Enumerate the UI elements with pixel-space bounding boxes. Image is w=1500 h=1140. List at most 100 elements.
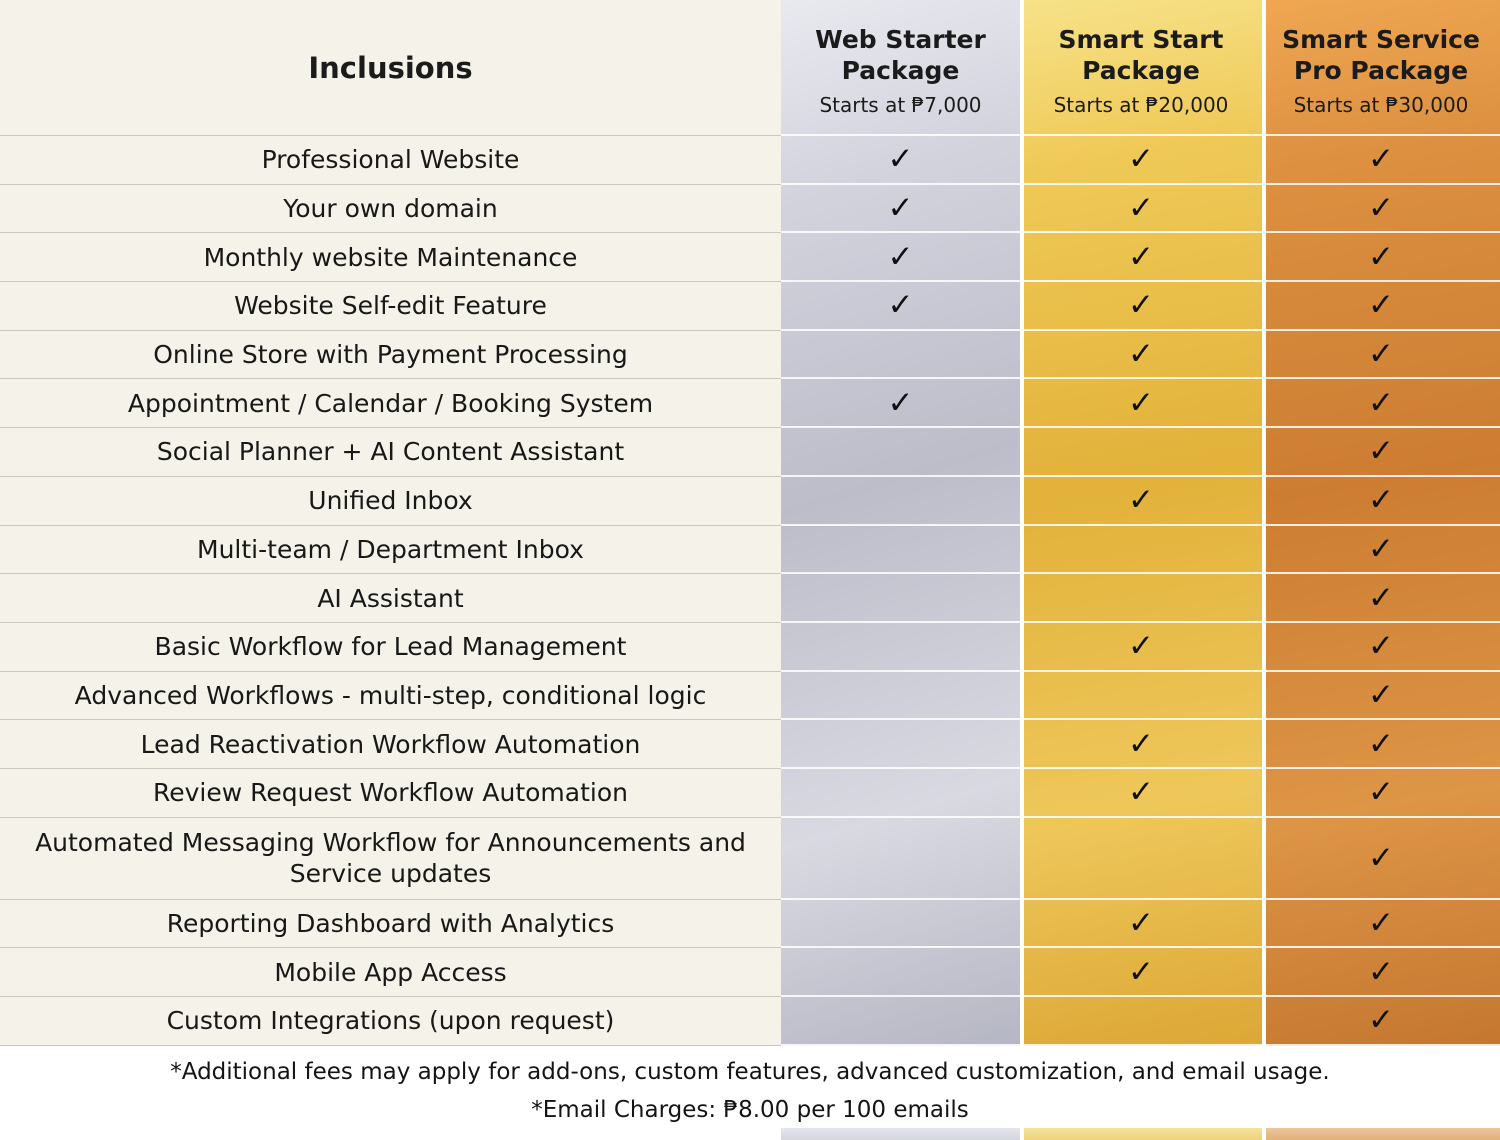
pricing-table: Inclusions Web Starter Package Starts at…	[0, 0, 1500, 1046]
table-row: Social Planner + AI Content Assistant ✓	[0, 428, 1500, 477]
check-cell	[781, 574, 1020, 623]
table-row: Lead Reactivation Workflow Automation ✓ …	[0, 720, 1500, 769]
table-header-row: Inclusions Web Starter Package Starts at…	[0, 0, 1500, 136]
bronze-column-background	[1266, 0, 1500, 1046]
check-cell	[781, 623, 1020, 672]
gold-column-background	[1024, 0, 1262, 1046]
silver-column-background	[781, 0, 1020, 1046]
check-cell: ✓	[1262, 900, 1500, 949]
check-cell	[781, 477, 1020, 526]
check-cell: ✓	[1020, 769, 1262, 818]
check-cell	[781, 720, 1020, 769]
check-cell: ✓	[1262, 331, 1500, 380]
check-cell: ✓	[1262, 720, 1500, 769]
package-name: Smart Start Package	[1058, 25, 1224, 85]
table-row: Basic Workflow for Lead Management ✓ ✓	[0, 622, 1500, 672]
check-cell	[1020, 818, 1262, 900]
table-row: Website Self-edit Feature ✓ ✓ ✓	[0, 282, 1500, 331]
check-cell: ✓	[781, 136, 1020, 185]
table-continuation-strip-bronze	[1266, 1128, 1500, 1140]
table-row: Advanced Workflows - multi-step, conditi…	[0, 671, 1500, 721]
feature-label: Review Request Workflow Automation	[0, 768, 781, 818]
feature-label: Multi-team / Department Inbox	[0, 525, 781, 575]
table-row: Automated Messaging Workflow for Announc…	[0, 817, 1500, 900]
feature-label: Appointment / Calendar / Booking System	[0, 379, 781, 429]
check-cell: ✓	[1262, 233, 1500, 283]
check-cell: ✓	[1262, 526, 1500, 575]
table-row: Review Request Workflow Automation ✓ ✓	[0, 768, 1500, 818]
check-cell	[1020, 672, 1262, 721]
feature-label: Lead Reactivation Workflow Automation	[0, 720, 781, 769]
check-cell: ✓	[1262, 672, 1500, 721]
feature-label: Custom Integrations (upon request)	[0, 996, 781, 1046]
check-cell: ✓	[1020, 948, 1262, 997]
check-cell: ✓	[1262, 818, 1500, 900]
table-row: Unified Inbox ✓ ✓	[0, 476, 1500, 526]
check-cell: ✓	[781, 233, 1020, 283]
feature-label: Unified Inbox	[0, 476, 781, 526]
check-cell	[1020, 526, 1262, 575]
check-cell: ✓	[1020, 282, 1262, 331]
package-header-smart-service-pro: Smart Service Pro Package Starts at ₱30,…	[1262, 0, 1500, 136]
feature-label: Monthly website Maintenance	[0, 233, 781, 283]
check-cell: ✓	[1262, 379, 1500, 429]
check-cell	[781, 900, 1020, 949]
feature-label: Reporting Dashboard with Analytics	[0, 899, 781, 949]
package-header-smart-start: Smart Start Package Starts at ₱20,000	[1020, 0, 1262, 136]
check-cell: ✓	[1020, 477, 1262, 526]
table-row: Reporting Dashboard with Analytics ✓ ✓	[0, 899, 1500, 949]
feature-label: Professional Website	[0, 136, 781, 185]
table-row: Your own domain ✓ ✓ ✓	[0, 184, 1500, 234]
feature-label: Social Planner + AI Content Assistant	[0, 428, 781, 477]
check-cell: ✓	[781, 185, 1020, 234]
check-cell: ✓	[1262, 428, 1500, 477]
check-cell: ✓	[1020, 136, 1262, 185]
table-continuation-strip-gold	[1024, 1128, 1262, 1140]
feature-label: Mobile App Access	[0, 948, 781, 997]
footnote-email-charges: *Email Charges: ₱8.00 per 100 emails	[531, 1097, 969, 1123]
check-cell: ✓	[1262, 997, 1500, 1046]
feature-label: Your own domain	[0, 184, 781, 234]
check-cell	[781, 818, 1020, 900]
table-row: Mobile App Access ✓ ✓	[0, 948, 1500, 997]
check-cell	[781, 997, 1020, 1046]
table-row: AI Assistant ✓	[0, 574, 1500, 623]
check-cell	[781, 331, 1020, 380]
feature-label: Website Self-edit Feature	[0, 282, 781, 331]
check-cell: ✓	[1020, 720, 1262, 769]
feature-label: Advanced Workflows - multi-step, conditi…	[0, 671, 781, 721]
feature-label: Online Store with Payment Processing	[0, 330, 781, 380]
check-cell	[781, 526, 1020, 575]
check-cell: ✓	[1020, 900, 1262, 949]
check-cell: ✓	[1020, 623, 1262, 672]
check-cell	[1020, 997, 1262, 1046]
check-cell: ✓	[1020, 331, 1262, 380]
check-cell: ✓	[781, 282, 1020, 331]
table-row: Online Store with Payment Processing ✓ ✓	[0, 330, 1500, 380]
check-cell: ✓	[1020, 185, 1262, 234]
table-row: Monthly website Maintenance ✓ ✓ ✓	[0, 233, 1500, 283]
table-row: Multi-team / Department Inbox ✓	[0, 525, 1500, 575]
check-cell: ✓	[1262, 477, 1500, 526]
check-cell: ✓	[1262, 769, 1500, 818]
check-cell: ✓	[1020, 233, 1262, 283]
check-cell	[781, 428, 1020, 477]
check-cell: ✓	[1262, 574, 1500, 623]
check-cell: ✓	[1262, 623, 1500, 672]
package-name: Smart Service Pro Package	[1282, 25, 1480, 85]
check-cell	[781, 672, 1020, 721]
check-cell: ✓	[1262, 185, 1500, 234]
package-price: Starts at ₱30,000	[1293, 93, 1469, 117]
check-cell: ✓	[1262, 948, 1500, 997]
table-row: Appointment / Calendar / Booking System …	[0, 379, 1500, 429]
check-cell: ✓	[1262, 136, 1500, 185]
table-row: Custom Integrations (upon request) ✓	[0, 996, 1500, 1046]
feature-label: AI Assistant	[0, 574, 781, 623]
check-cell	[1020, 428, 1262, 477]
footnote-fees: *Additional fees may apply for add-ons, …	[170, 1059, 1330, 1085]
package-name: Web Starter Package	[815, 25, 986, 85]
package-price: Starts at ₱20,000	[1053, 93, 1229, 117]
footnotes: *Additional fees may apply for add-ons, …	[0, 1046, 1500, 1135]
check-cell: ✓	[781, 379, 1020, 429]
check-cell	[781, 948, 1020, 997]
